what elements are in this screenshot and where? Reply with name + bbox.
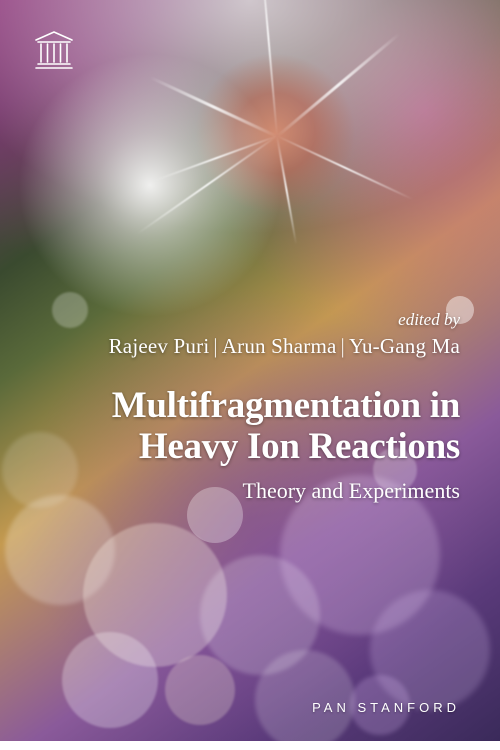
light-filament (137, 135, 277, 234)
title-line-1: Multifragmentation in (112, 385, 460, 426)
bokeh-circle (165, 655, 235, 725)
book-cover: edited by Rajeev Puri|Arun Sharma|Yu-Gan… (0, 0, 500, 741)
light-filament (259, 0, 278, 136)
author-3: Yu-Gang Ma (349, 334, 460, 358)
light-filament (276, 33, 400, 138)
book-title: Multifragmentation in Heavy Ion Reaction… (109, 385, 460, 468)
author-separator: | (341, 334, 345, 358)
author-separator: | (213, 334, 217, 358)
publisher-logo (32, 28, 76, 72)
author-2: Arun Sharma (222, 334, 337, 358)
publisher-name: PAN STANFORD (312, 700, 460, 715)
authors-line: Rajeev Puri|Arun Sharma|Yu-Gang Ma (109, 334, 460, 359)
bokeh-circle (62, 632, 158, 728)
author-1: Rajeev Puri (109, 334, 210, 358)
book-subtitle: Theory and Experiments (109, 478, 460, 504)
bokeh-circle (52, 292, 88, 328)
light-filament (154, 135, 277, 181)
bokeh-circle (200, 555, 320, 675)
bokeh-circle (370, 590, 490, 710)
light-filament (149, 76, 277, 138)
light-filament (277, 135, 414, 200)
bokeh-circle (83, 523, 227, 667)
column-logo-icon (32, 28, 76, 72)
bokeh-circle (2, 432, 78, 508)
title-line-2: Heavy Ion Reactions (139, 426, 460, 467)
bokeh-circle (5, 495, 115, 605)
edited-by-label: edited by (109, 310, 460, 330)
light-filament (276, 136, 297, 245)
cover-text-block: edited by Rajeev Puri|Arun Sharma|Yu-Gan… (109, 310, 460, 504)
